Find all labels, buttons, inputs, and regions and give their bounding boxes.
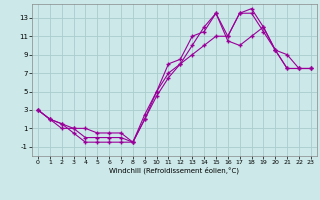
X-axis label: Windchill (Refroidissement éolien,°C): Windchill (Refroidissement éolien,°C): [109, 167, 239, 174]
